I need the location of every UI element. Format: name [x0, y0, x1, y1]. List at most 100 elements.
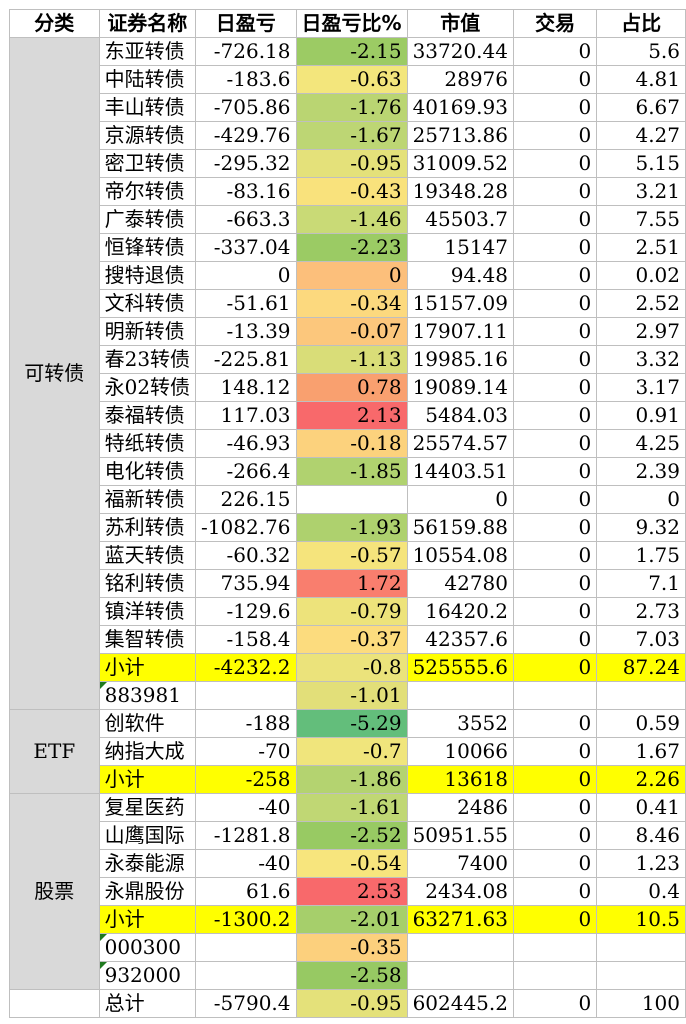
trade-cell[interactable]: 0	[512, 289, 598, 318]
market-value-cell[interactable]: 10554.08	[406, 541, 515, 570]
security-name-cell[interactable]: 山鹰国际	[98, 821, 197, 850]
benchmark-pct-cell[interactable]: -0.35	[295, 933, 408, 962]
daily-pnl-cell[interactable]: -726.18	[195, 37, 297, 66]
daily-pnl-cell[interactable]: -4232.2	[195, 653, 297, 682]
security-name-cell[interactable]: 明新转债	[98, 317, 197, 346]
trade-cell[interactable]: 0	[512, 793, 598, 822]
share-cell[interactable]: 4.25	[596, 429, 686, 458]
daily-pnl-pct-cell[interactable]: -0.34	[295, 289, 408, 318]
daily-pnl-pct-cell[interactable]: -1.76	[295, 93, 408, 122]
market-value-cell[interactable]: 94.48	[406, 261, 515, 290]
empty-cell[interactable]	[512, 681, 598, 710]
market-value-cell[interactable]: 10066	[406, 737, 515, 766]
benchmark-pct-cell[interactable]: -2.58	[295, 961, 408, 990]
security-name-cell[interactable]: 密卫转债	[98, 149, 197, 178]
daily-pnl-cell[interactable]: 148.12	[195, 373, 297, 402]
share-cell[interactable]: 0	[596, 485, 686, 514]
market-value-cell[interactable]: 33720.44	[406, 37, 515, 66]
daily-pnl-cell[interactable]: -1300.2	[195, 905, 297, 934]
trade-cell[interactable]: 0	[512, 233, 598, 262]
market-value-cell[interactable]: 17907.11	[406, 317, 515, 346]
share-cell[interactable]: 7.03	[596, 625, 686, 654]
empty-cell[interactable]	[195, 961, 297, 990]
share-cell[interactable]: 2.51	[596, 233, 686, 262]
header-category[interactable]: 分类	[9, 9, 100, 38]
daily-pnl-pct-cell[interactable]: -0.18	[295, 429, 408, 458]
daily-pnl-cell[interactable]: -295.32	[195, 149, 297, 178]
trade-cell[interactable]: 0	[512, 261, 598, 290]
security-name-cell[interactable]: 电化转债	[98, 457, 197, 486]
daily-pnl-cell[interactable]: -337.04	[195, 233, 297, 262]
empty-cell[interactable]	[406, 933, 515, 962]
security-name-cell[interactable]: 永鼎股份	[98, 877, 197, 906]
trade-cell[interactable]: 0	[512, 457, 598, 486]
daily-pnl-pct-cell[interactable]: -1.46	[295, 205, 408, 234]
daily-pnl-pct-cell[interactable]: -0.79	[295, 597, 408, 626]
category-cell[interactable]: ETF	[9, 709, 100, 794]
security-name-cell[interactable]: 文科转债	[98, 289, 197, 318]
daily-pnl-pct-cell[interactable]: -0.7	[295, 737, 408, 766]
market-value-cell[interactable]: 2434.08	[406, 877, 515, 906]
security-name-cell[interactable]: 京源转债	[98, 121, 197, 150]
daily-pnl-pct-cell[interactable]: -0.54	[295, 849, 408, 878]
daily-pnl-cell[interactable]: -705.86	[195, 93, 297, 122]
daily-pnl-pct-cell[interactable]: 1.72	[295, 569, 408, 598]
daily-pnl-cell[interactable]: -1082.76	[195, 513, 297, 542]
security-name-cell[interactable]: 丰山转债	[98, 93, 197, 122]
daily-pnl-cell[interactable]: -663.3	[195, 205, 297, 234]
daily-pnl-pct-cell[interactable]	[295, 485, 408, 514]
daily-pnl-pct-cell[interactable]: -2.23	[295, 233, 408, 262]
security-name-cell[interactable]: 永泰能源	[98, 849, 197, 878]
market-value-cell[interactable]: 25713.86	[406, 121, 515, 150]
share-cell[interactable]: 3.17	[596, 373, 686, 402]
daily-pnl-pct-cell[interactable]: -2.01	[295, 905, 408, 934]
security-name-cell[interactable]: 永02转债	[98, 373, 197, 402]
security-name-cell[interactable]: 镇洋转债	[98, 597, 197, 626]
market-value-cell[interactable]: 19985.16	[406, 345, 515, 374]
market-value-cell[interactable]: 5484.03	[406, 401, 515, 430]
trade-cell[interactable]: 0	[512, 93, 598, 122]
market-value-cell[interactable]: 15157.09	[406, 289, 515, 318]
daily-pnl-cell[interactable]: -40	[195, 793, 297, 822]
empty-cell[interactable]	[195, 681, 297, 710]
share-cell[interactable]: 1.23	[596, 849, 686, 878]
market-value-cell[interactable]: 0	[406, 485, 515, 514]
market-value-cell[interactable]: 31009.52	[406, 149, 515, 178]
empty-cell[interactable]	[596, 961, 686, 990]
trade-cell[interactable]: 0	[512, 569, 598, 598]
daily-pnl-cell[interactable]: -188	[195, 709, 297, 738]
category-cell[interactable]: 可转债	[9, 37, 100, 710]
share-cell[interactable]: 2.26	[596, 765, 686, 794]
share-cell[interactable]: 8.46	[596, 821, 686, 850]
market-value-cell[interactable]: 14403.51	[406, 457, 515, 486]
market-value-cell[interactable]: 602445.2	[406, 989, 515, 1018]
daily-pnl-pct-cell[interactable]: -2.15	[295, 37, 408, 66]
daily-pnl-pct-cell[interactable]: -1.13	[295, 345, 408, 374]
trade-cell[interactable]: 0	[512, 989, 598, 1018]
market-value-cell[interactable]: 42357.6	[406, 625, 515, 654]
market-value-cell[interactable]: 45503.7	[406, 205, 515, 234]
empty-cell[interactable]	[406, 681, 515, 710]
daily-pnl-pct-cell[interactable]: -1.93	[295, 513, 408, 542]
security-name-cell[interactable]: 恒锋转债	[98, 233, 197, 262]
market-value-cell[interactable]: 7400	[406, 849, 515, 878]
trade-cell[interactable]: 0	[512, 373, 598, 402]
daily-pnl-cell[interactable]: -225.81	[195, 345, 297, 374]
share-cell[interactable]: 0.91	[596, 401, 686, 430]
share-cell[interactable]: 4.81	[596, 65, 686, 94]
security-name-cell[interactable]: 东亚转债	[98, 37, 197, 66]
share-cell[interactable]: 5.6	[596, 37, 686, 66]
trade-cell[interactable]: 0	[512, 765, 598, 794]
daily-pnl-pct-cell[interactable]: -0.07	[295, 317, 408, 346]
trade-cell[interactable]: 0	[512, 513, 598, 542]
trade-cell[interactable]: 0	[512, 37, 598, 66]
share-cell[interactable]: 0.41	[596, 793, 686, 822]
trade-cell[interactable]: 0	[512, 821, 598, 850]
daily-pnl-pct-cell[interactable]: 0	[295, 261, 408, 290]
daily-pnl-pct-cell[interactable]: -1.85	[295, 457, 408, 486]
daily-pnl-pct-cell[interactable]: -0.8	[295, 653, 408, 682]
security-name-cell[interactable]: 广泰转债	[98, 205, 197, 234]
category-cell[interactable]	[9, 989, 100, 1018]
share-cell[interactable]: 100	[596, 989, 686, 1018]
security-name-cell[interactable]: 总计	[98, 989, 197, 1018]
